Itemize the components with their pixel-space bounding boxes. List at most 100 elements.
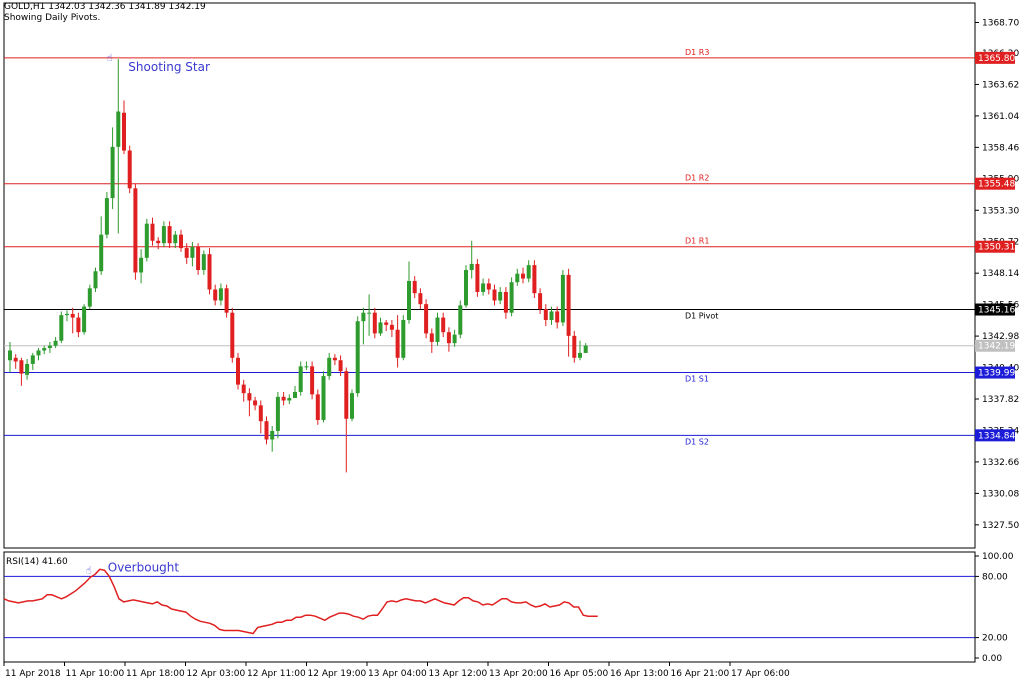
pivot-line-label: D1 R1: [685, 237, 709, 246]
time-axis-label: 13 Apr 12:00: [429, 669, 488, 679]
pivot-price-tag: [975, 366, 1015, 379]
candle-body: [201, 254, 206, 271]
price-axis-tick-label: 1348.14: [982, 269, 1019, 279]
overbought-label: Overbought: [108, 560, 180, 574]
time-axis-label: 13 Apr 20:00: [489, 669, 548, 679]
rsi-line: [3, 568, 598, 635]
candle-body: [87, 288, 92, 307]
time-axis-label: 12 Apr 19:00: [308, 669, 367, 679]
candle-body: [481, 283, 486, 292]
candle-body: [578, 352, 582, 358]
candle-body: [190, 246, 195, 258]
chart-header-symbol: GOLD,H1 1342.03 1342.36 1341.89 1342.19: [4, 2, 206, 12]
candle-body: [184, 248, 189, 258]
candle-body: [321, 376, 326, 420]
candle-body: [133, 188, 138, 273]
pivot-price-tag-label: 1334.84: [978, 431, 1015, 441]
candle-body: [304, 366, 309, 368]
candle-body: [293, 391, 297, 399]
candle-body: [144, 223, 149, 258]
shooting-star-icon: ☝: [106, 53, 112, 64]
shooting-star-label: Shooting Star: [128, 60, 210, 74]
candle-body: [372, 312, 377, 334]
candle-body: [25, 363, 30, 375]
candle-body: [110, 146, 115, 199]
candle-body: [241, 384, 246, 394]
price-axis-tick-label: 1361.04: [982, 112, 1019, 122]
candle-body: [224, 288, 229, 313]
candle-body: [310, 366, 315, 395]
candle-body: [509, 282, 514, 313]
candle-body: [76, 317, 81, 333]
pivot-price-tag: [975, 429, 1015, 442]
pivot-price-tag-label: 1339.99: [978, 369, 1015, 379]
candle-body: [526, 265, 531, 279]
time-axis-label: 12 Apr 03:00: [187, 669, 246, 679]
price-axis-tick-label: 1327.50: [982, 521, 1019, 531]
time-axis-label: 11 Apr 10:00: [66, 669, 125, 679]
time-axis-label: 16 Apr 13:00: [610, 669, 669, 679]
candle-body: [503, 291, 508, 313]
candle-body: [8, 350, 12, 361]
pivot-price-tag-label: 1355.48: [978, 180, 1015, 190]
pivot-line-label: D1 Pivot: [685, 312, 718, 321]
price-axis-tick-label: 1368.70: [982, 19, 1019, 29]
time-axis-label: 11 Apr 18:00: [126, 669, 185, 679]
candle-body: [270, 430, 275, 440]
candle-body: [344, 371, 349, 419]
candle-body: [93, 271, 98, 289]
candle-body: [236, 357, 240, 385]
candle-body: [418, 293, 423, 305]
candle-body: [275, 396, 280, 431]
pivot-line-label: D1 S2: [685, 437, 709, 446]
candle-body: [555, 311, 560, 323]
main-panel-frame: [3, 2, 976, 549]
candle-body: [179, 234, 183, 249]
price-axis-tick-label: 1358.46: [982, 143, 1019, 153]
pivot-price-tag: [975, 177, 1015, 190]
candle-body: [515, 273, 520, 283]
candle-body: [298, 366, 303, 392]
candle-body: [389, 324, 394, 330]
time-axis-label: 11 Apr 2018: [5, 669, 61, 679]
pivot-line-label: D1 R2: [685, 174, 709, 183]
candle-body: [361, 312, 366, 322]
price-axis-tick-label: 1332.66: [982, 458, 1019, 468]
pivot-price-tag: [975, 303, 1015, 316]
time-axis-label: 13 Apr 04:00: [368, 669, 427, 679]
candle-body: [99, 234, 104, 272]
candle-body: [350, 393, 354, 419]
pivot-price-tag-label: 1350.31: [978, 243, 1015, 253]
candle-body: [338, 360, 343, 372]
price-axis-tick-label: 1342.98: [982, 332, 1019, 342]
pivot-price-tag: [975, 51, 1015, 64]
candle-body: [543, 309, 548, 321]
candle-body: [230, 312, 235, 358]
candle-body: [281, 396, 286, 401]
candle-body: [407, 280, 411, 321]
candle-body: [13, 357, 18, 362]
candle-body: [167, 226, 172, 244]
candle-body: [469, 263, 474, 271]
candle-body: [264, 421, 269, 440]
candle-body: [156, 240, 161, 244]
candle-body: [315, 394, 320, 420]
candle-body: [287, 398, 292, 401]
time-axis-label: 16 Apr 05:00: [550, 669, 609, 679]
candle-body: [65, 313, 69, 316]
rsi-axis-tick-label: 80.00: [982, 572, 1008, 582]
candle-body: [70, 313, 75, 318]
candle-body: [213, 289, 218, 301]
candle-body: [196, 246, 201, 271]
candle-body: [139, 257, 144, 273]
candle-body: [47, 345, 52, 349]
candle-body: [492, 289, 497, 301]
price-axis-tick-label: 1353.30: [982, 206, 1019, 216]
candle-body: [435, 317, 440, 342]
rsi-title: RSI(14) 41.60: [6, 557, 68, 567]
pivot-price-tag-label: 1345.16: [978, 306, 1015, 316]
rsi-axis-tick-label: 20.00: [982, 634, 1008, 644]
candle-body: [572, 335, 577, 358]
